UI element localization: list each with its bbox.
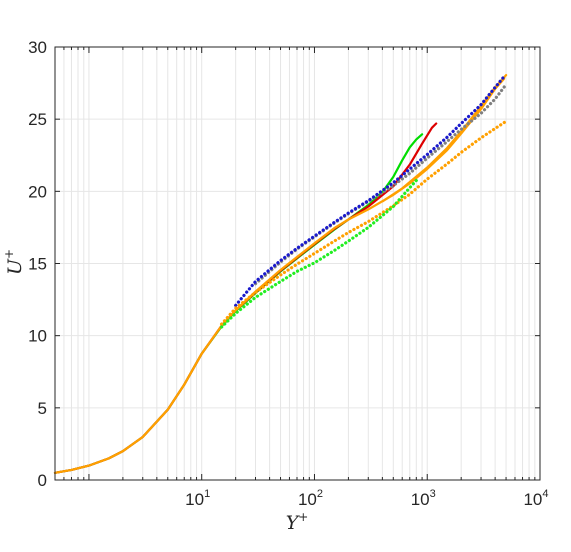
y-tick-label: 10 bbox=[28, 327, 47, 346]
series-line-3-orange-solid bbox=[53, 77, 506, 474]
series-line-7-orange-dotted bbox=[220, 119, 508, 326]
x-tick-label: 102 bbox=[298, 488, 323, 509]
axes bbox=[54, 46, 541, 481]
series-line-5-gray-dotted bbox=[253, 82, 508, 286]
series-line-6-blue-dotted bbox=[234, 74, 506, 307]
x-tick-label: 101 bbox=[185, 488, 210, 509]
y-tick-label: 15 bbox=[28, 255, 47, 274]
y-tick-label: 20 bbox=[28, 182, 47, 201]
tick-labels: 0 5 10 15 20 25 30 101 102 103 104 bbox=[28, 38, 548, 509]
y-tick-label: 5 bbox=[38, 399, 47, 418]
series-line-2-red-solid bbox=[53, 122, 438, 474]
grid bbox=[54, 46, 540, 481]
series-line-4-orange-solid bbox=[381, 73, 508, 203]
x-tick-label: 103 bbox=[411, 488, 436, 509]
y-tick-label: 25 bbox=[28, 110, 47, 129]
y-axis-label: U+ bbox=[2, 249, 26, 275]
x-axis-label: Y+ bbox=[286, 510, 309, 534]
y-tick-label: 30 bbox=[28, 38, 47, 57]
series-layer bbox=[53, 73, 508, 474]
series-line-8-lightgreen-dotted bbox=[220, 178, 418, 329]
y-tick-label: 0 bbox=[38, 471, 47, 490]
x-tick-label: 104 bbox=[523, 488, 548, 509]
